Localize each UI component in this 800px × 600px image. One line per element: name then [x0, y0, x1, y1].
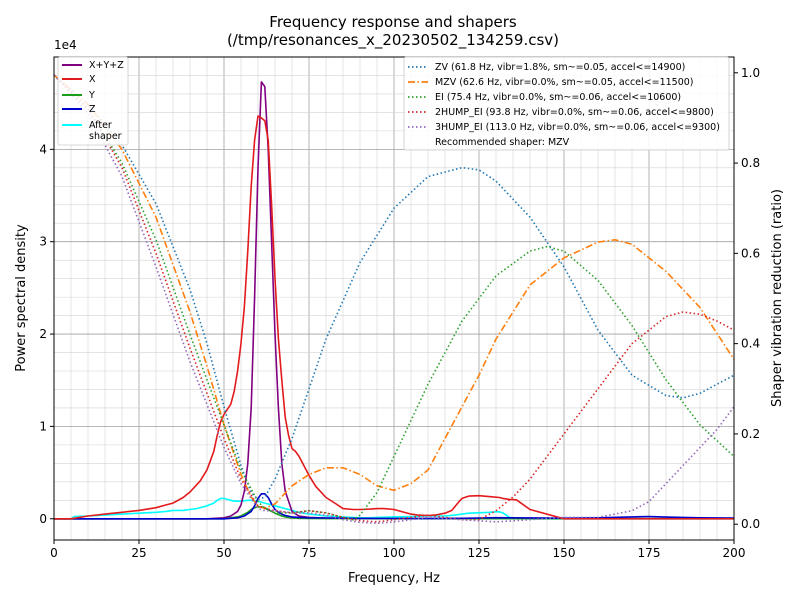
shaper-series-group — [53, 74, 735, 525]
x-tick-label: 0 — [50, 546, 58, 560]
psd-line-after-shaper — [54, 497, 734, 520]
y2-tick-label: 0.8 — [741, 156, 760, 170]
psd-legend-label: shaper — [89, 131, 122, 142]
y-axis-left: 0 1 2 3 4 — [39, 142, 54, 526]
shaper-legend-label: 3HUMP_EI (113.0 Hz, vibr=0.0%, sm~=0.06,… — [435, 122, 720, 133]
x-axis: 0 25 50 75 100 125 150 175 200 — [50, 540, 745, 560]
y-tick-label: 4 — [39, 142, 47, 156]
x-tick-label: 200 — [723, 546, 746, 560]
shaper-line-mzv — [53, 74, 735, 510]
psd-line-x — [54, 115, 734, 520]
shaper-legend-label: 2HUMP_EI (93.8 Hz, vibr=0.0%, sm~=0.06, … — [435, 107, 714, 118]
y2-axis-label: Shaper vibration reduction (ratio) — [770, 189, 785, 407]
shaper-legend-label: ZV (61.8 Hz, vibr=1.8%, sm~=0.05, accel<… — [435, 62, 685, 73]
grid — [53, 56, 735, 540]
shaper-legend-frame — [403, 56, 730, 151]
x-tick-label: 50 — [216, 546, 231, 560]
y-tick-label: 0 — [39, 512, 47, 526]
shaper-line-zv — [53, 74, 735, 501]
x-axis-label: Frequency, Hz — [348, 571, 440, 586]
shaper-line-2hump-ei — [53, 74, 735, 523]
x-tick-label: 75 — [301, 546, 316, 560]
y2-tick-label: 0.4 — [741, 337, 760, 351]
y2-tick-label: 1.0 — [741, 66, 760, 80]
x-tick-label: 25 — [131, 546, 146, 560]
y2-tick-label: 0.2 — [741, 427, 760, 441]
psd-legend-label: After — [89, 120, 112, 131]
recommended-shaper-label: Recommended shaper: MZV — [435, 137, 570, 148]
x-tick-label: 100 — [383, 546, 406, 560]
y-tick-label: 2 — [39, 327, 47, 341]
psd-series-group — [54, 81, 735, 520]
y-tick-label: 1 — [39, 419, 47, 433]
shaper-line-3hump-ei — [53, 74, 735, 525]
chart-subtitle: (/tmp/resonances_x_20230502_134259.csv) — [227, 31, 559, 50]
shaper-legend-label: EI (75.4 Hz, vibr=0.0%, sm~=0.06, accel<… — [435, 92, 681, 103]
y2-tick-label: 0.0 — [741, 517, 760, 531]
shaper-legend-label: MZV (62.6 Hz, vibr=0.0%, sm~=0.05, accel… — [435, 77, 694, 88]
x-tick-label: 175 — [638, 546, 661, 560]
psd-legend-label: X+Y+Z — [89, 60, 124, 71]
x-tick-label: 150 — [553, 546, 576, 560]
y-axis-right: 0.0 0.2 0.4 0.6 0.8 1.0 — [734, 66, 760, 531]
y2-tick-label: 0.6 — [741, 246, 760, 260]
chart-title: Frequency response and shapers — [269, 13, 517, 31]
x-tick-label: 125 — [468, 546, 491, 560]
shaper-legend: ZV (61.8 Hz, vibr=1.8%, sm~=0.05, accel<… — [403, 56, 730, 151]
psd-legend-label: Z — [89, 104, 96, 115]
y-axis-label: Power spectral density — [14, 224, 29, 372]
y-tick-label: 3 — [39, 235, 47, 249]
y-exponent-label: 1e4 — [54, 38, 77, 52]
psd-legend-label: X — [89, 74, 96, 85]
psd-legend-label: Y — [88, 90, 95, 101]
shaper-line-ei — [53, 74, 735, 521]
